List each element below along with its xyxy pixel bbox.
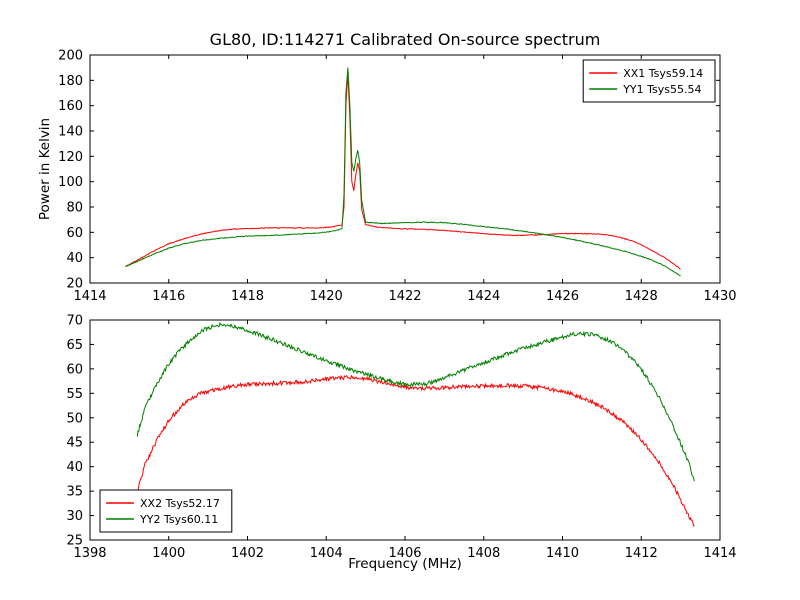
x-tick-label: 1412: [625, 546, 658, 561]
bottom-plot: 1398 1400 1402 1404 1406 1408 1410 1412 1414 25 30…: [66, 314, 736, 562]
y-tick-label: 160: [58, 99, 83, 114]
y-tick-label: 25: [66, 534, 83, 549]
x-tick-label: 1424: [467, 289, 500, 304]
y-tick-label: 40: [66, 460, 83, 475]
y-tick-label: 60: [66, 362, 83, 377]
y-tick-label: 30: [66, 509, 83, 524]
x-tick-label: 1400: [152, 546, 185, 561]
y-tick-label: 45: [66, 436, 83, 451]
x-tick-label: 1414: [703, 546, 736, 561]
y-tick-label: 60: [66, 226, 83, 241]
y-tick-label: 120: [58, 150, 83, 165]
y-tick-label: 100: [58, 175, 83, 190]
y-tick-label: 55: [66, 387, 83, 402]
series-xx2-line: [136, 374, 695, 527]
x-tick-label: 1420: [310, 289, 343, 304]
legend-label: YY2 Tsys60.11: [139, 513, 218, 526]
legend: XX2 Tsys52.17 YY2 Tsys60.11: [99, 489, 233, 533]
legend-label: XX2 Tsys52.17: [140, 497, 220, 510]
x-tick-label: 1422: [388, 289, 421, 304]
x-tick-label: 1428: [625, 289, 658, 304]
bottom-x-axis-label: Frequency (MHz): [348, 556, 462, 572]
y-tick-label: 40: [66, 251, 83, 266]
x-tick-label: 1406: [388, 546, 421, 561]
legend-label: YY1 Tsys55.54: [622, 83, 701, 96]
y-tick-label: 50: [66, 411, 83, 426]
x-tick-label: 1418: [231, 289, 264, 304]
x-tick-label: 1416: [152, 289, 185, 304]
x-tick-label: 1404: [310, 546, 343, 561]
legend-label: XX1 Tsys59.14: [623, 67, 703, 80]
series-xx1-line: [125, 73, 681, 270]
series-yy1-line: [125, 67, 681, 277]
series-yy2-line: [136, 321, 695, 482]
y-tick-label: 200: [58, 49, 83, 64]
x-tick-label: 1426: [546, 289, 579, 304]
x-tick-label: 1430: [703, 289, 736, 304]
y-tick-label: 20: [66, 277, 83, 292]
axes-frame: [89, 54, 721, 284]
y-tick-label: 140: [58, 125, 83, 140]
legend-box: [582, 59, 716, 103]
y-tick-label: 80: [66, 201, 83, 216]
x-tick-label: 1410: [546, 546, 579, 561]
y-tick-label: 65: [66, 338, 83, 353]
top-y-axis-label: Power in Kelvin: [37, 117, 53, 221]
x-tick-label: 1408: [467, 546, 500, 561]
x-tick-label: 1402: [231, 546, 264, 561]
x-tick-label: 1414: [73, 289, 106, 304]
axes-frame: [89, 319, 721, 541]
top-plot: 1414 1416 1418 1420 1422 1424 1426 1428 1430 20 40…: [58, 49, 736, 305]
chart-title: GL80, ID:114271 Calibrated On-source spe…: [209, 30, 601, 49]
legend-box: [99, 489, 233, 533]
y-tick-label: 70: [66, 314, 83, 329]
y-tick-label: 35: [66, 485, 83, 500]
x-tick-label: 1398: [73, 546, 106, 561]
y-tick-label: 180: [58, 74, 83, 89]
legend: XX1 Tsys59.14 YY1 Tsys55.54: [582, 59, 716, 103]
